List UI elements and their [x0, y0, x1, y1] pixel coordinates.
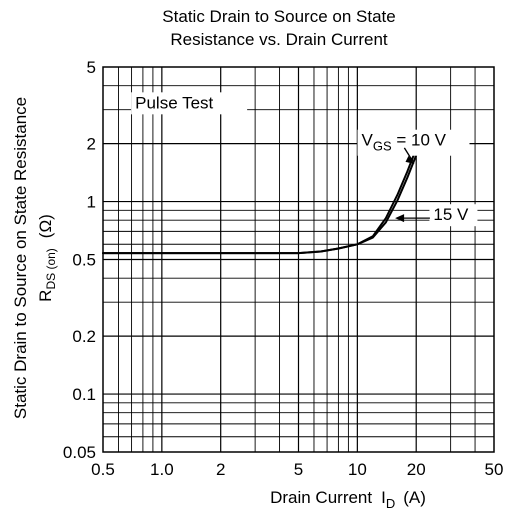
- x-tick-label: 50: [485, 460, 504, 479]
- x-tick-label: 0.5: [91, 460, 115, 479]
- series-2-arrowhead: [395, 214, 404, 222]
- y-tick-label: 1: [87, 193, 96, 212]
- series-layer: [103, 149, 416, 253]
- grid-major: [103, 67, 494, 452]
- x-tick-label: 5: [294, 460, 303, 479]
- y-axis-symbol: RDS (on)(Ω): [36, 214, 58, 302]
- y-axis-label: Static Drain to Source on State Resistan…: [11, 97, 30, 419]
- y-tick-label: 0.1: [72, 385, 96, 404]
- tick-labels: 0.5 1.0 2 5 10 20 50 5 2 1 0.5 0.2 0.1 0.05: [63, 58, 504, 479]
- y-tick-label: 5: [87, 58, 96, 77]
- x-tick-label: 10: [348, 460, 367, 479]
- y-tick-label: 0.05: [63, 443, 96, 462]
- series-line-2: [103, 155, 416, 253]
- y-tick-label: 0.5: [72, 251, 96, 270]
- y-tick-label: 0.2: [72, 327, 96, 346]
- x-tick-label: 2: [216, 460, 225, 479]
- x-tick-label: 20: [407, 460, 426, 479]
- series-line-1: [103, 149, 416, 253]
- series-2-label: 15 V: [433, 205, 469, 224]
- x-axis-label: Drain Current ID (A): [270, 488, 426, 511]
- y-tick-label: 2: [87, 135, 96, 154]
- x-tick-label: 1.0: [150, 460, 174, 479]
- pulse-test-label: Pulse Test: [135, 93, 213, 112]
